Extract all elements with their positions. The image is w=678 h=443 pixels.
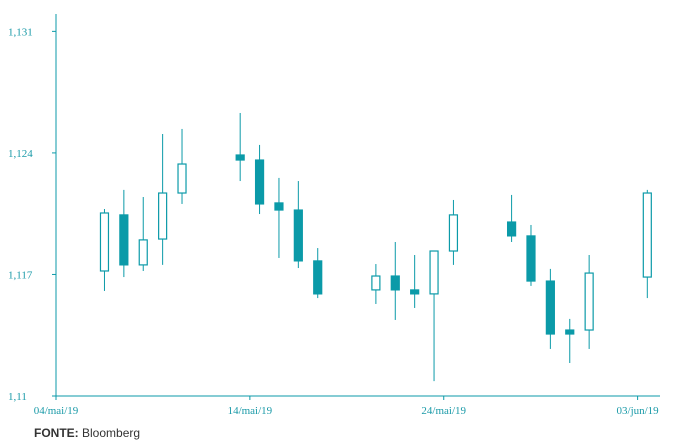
candle-body (177, 163, 187, 194)
x-tick-label: 04/mai/19 (34, 405, 79, 417)
source-name: Bloomberg (82, 426, 140, 440)
y-tick-label: 1,117 (8, 269, 33, 281)
y-tick-label: 1,11 (8, 391, 27, 403)
candle-body (313, 260, 323, 295)
candle-body (410, 289, 420, 295)
candle-body (293, 209, 303, 262)
source: FONTE: Bloomberg (34, 426, 140, 440)
x-tick-label: 14/mai/19 (228, 405, 273, 417)
candle-body (371, 275, 381, 291)
candle-body (138, 239, 148, 266)
candle-body (526, 235, 536, 282)
source-label: FONTE: (34, 426, 79, 440)
candle-body (254, 159, 265, 205)
candle-body (545, 280, 555, 335)
candle-body (584, 272, 594, 331)
candle-body (429, 250, 439, 295)
candle-body (274, 202, 284, 211)
candle-body (390, 275, 400, 291)
candle-body (158, 192, 168, 240)
candle-body (642, 192, 652, 278)
candle-body (448, 214, 459, 252)
candle-body (565, 329, 575, 335)
candle-body (119, 214, 129, 266)
y-tick-label: 1,131 (8, 26, 33, 38)
x-tick-label: 03/jun/19 (617, 405, 660, 417)
candle-body (506, 221, 517, 237)
x-tick-label: 24/mai/19 (421, 405, 466, 417)
candle-body (99, 212, 110, 272)
y-tick-label: 1,124 (8, 148, 33, 160)
candle-body (235, 154, 245, 161)
